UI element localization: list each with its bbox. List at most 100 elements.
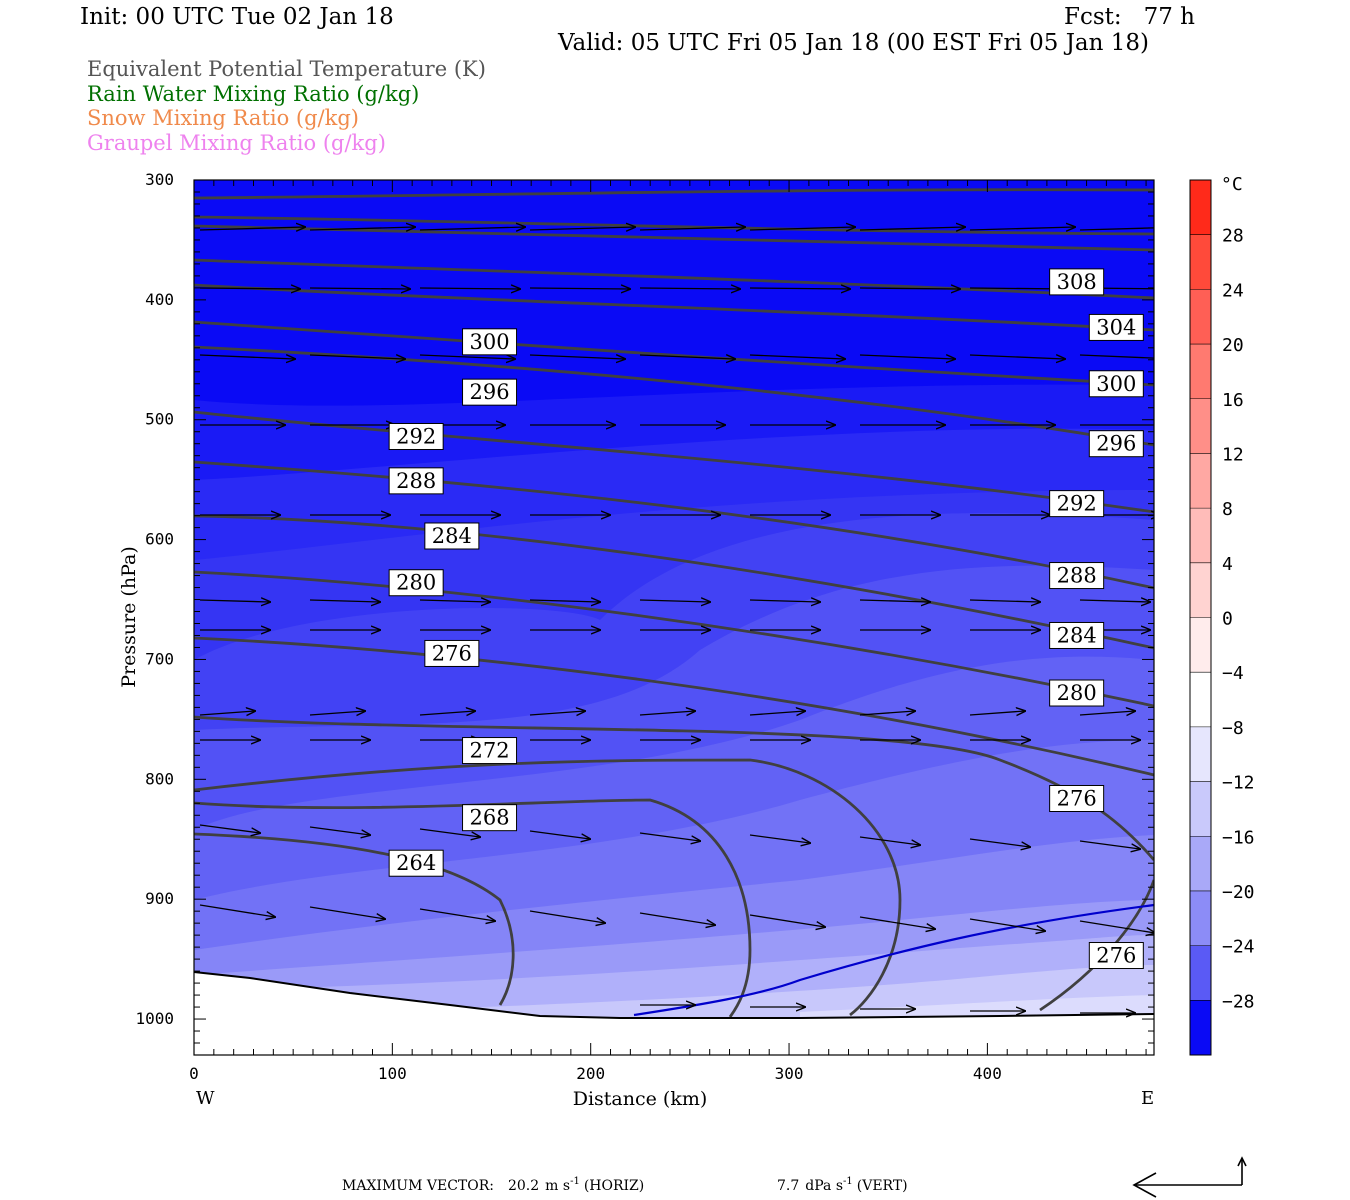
- svg-text:280: 280: [396, 571, 436, 595]
- wind-vector: [639, 288, 740, 289]
- wind-vector: [749, 227, 855, 230]
- svg-text:MAXIMUM VECTOR:20.2m s-1(HORIZ: MAXIMUM VECTOR: 20.2 m s-1 (HORIZ): [342, 1176, 644, 1194]
- wind-vector: [1079, 354, 1154, 359]
- contour-label-272: 272: [462, 737, 518, 765]
- colorbar-swatch: [1190, 234, 1211, 290]
- wind-vector: [199, 600, 270, 602]
- y-tick-label: 300: [145, 170, 174, 189]
- wind-vector: [529, 355, 625, 359]
- svg-text:276: 276: [1096, 944, 1136, 968]
- wind-vector: [749, 600, 820, 602]
- y-tick-label: 1000: [135, 1009, 174, 1028]
- wind-vector: [199, 711, 255, 715]
- colorbar-tick-label: 24: [1222, 280, 1244, 301]
- y-tick-label: 600: [145, 530, 174, 549]
- footer-vert-exp: -1: [843, 1176, 853, 1187]
- wind-vector: [749, 288, 850, 289]
- colorbar-tick-label: 0: [1222, 609, 1233, 630]
- wind-vector: [309, 600, 380, 602]
- colorbar-tick-label: −16: [1222, 827, 1255, 848]
- wind-vector: [529, 227, 635, 230]
- contour-label-288: 288: [388, 467, 444, 495]
- wind-vector: [749, 711, 805, 715]
- wind-vector: [969, 355, 1065, 359]
- wind-vector: [529, 711, 585, 715]
- y-tick-label: 400: [145, 290, 174, 309]
- svg-text:296: 296: [469, 380, 509, 404]
- tick-labels: 0 100 200 300 400 300 400 500 600 700 800 900 1000: [135, 170, 1001, 1083]
- init-time: Init: 00 UTC Tue 02 Jan 18: [80, 4, 394, 30]
- svg-text:264: 264: [396, 851, 436, 875]
- wind-vector: [639, 600, 710, 602]
- wind-vector: [639, 227, 745, 230]
- wind-vector: [419, 355, 515, 359]
- wind-vector: [1079, 920, 1154, 933]
- x-tick-label: 400: [973, 1064, 1002, 1083]
- wind-vector: [419, 908, 495, 921]
- colorbar-swatch: [1190, 672, 1211, 728]
- y-tick-label: 900: [145, 889, 174, 908]
- contour-label-300: 300: [1088, 370, 1144, 398]
- wind-vector: [1079, 227, 1154, 231]
- contour-label-276: 276: [424, 639, 480, 667]
- wind-vector: [969, 918, 1045, 931]
- wind-vector: [419, 828, 480, 837]
- wind-vector: [529, 910, 605, 923]
- colorbar-swatch: [1190, 617, 1211, 673]
- footer-horiz-exp: -1: [570, 1176, 580, 1187]
- wind-vector: [199, 227, 305, 230]
- footer-horiz-kind: (HORIZ): [584, 1178, 644, 1194]
- wind-vector: [199, 904, 275, 917]
- footer-horiz-value: 20.2: [508, 1178, 539, 1194]
- wind-vector: [1079, 600, 1150, 602]
- wind-vector: [199, 824, 260, 833]
- contour-label-296: 296: [462, 378, 518, 406]
- svg-text:292: 292: [396, 425, 436, 449]
- wind-vector: [309, 227, 415, 230]
- wind-vector: [419, 600, 490, 602]
- contour-label-268: 268: [462, 804, 518, 832]
- x-tick-label: 200: [576, 1064, 605, 1083]
- wind-vector: [419, 227, 525, 230]
- colorbar-swatch: [1190, 344, 1211, 400]
- svg-text:268: 268: [469, 806, 509, 830]
- east-label: E: [1141, 1088, 1154, 1109]
- svg-text:300: 300: [1096, 372, 1136, 396]
- colorbar-swatch: [1190, 508, 1211, 564]
- contour-labels: 308 304 300 300 296 296 292 292 288 288 284 284 280 2…: [388, 268, 1144, 970]
- wind-vector: [309, 288, 410, 289]
- y-tick-label: 500: [145, 410, 174, 429]
- wind-vectors: [199, 227, 1154, 1013]
- footer-horiz-units: m s: [545, 1178, 570, 1194]
- footer-vert-value: 7.7: [777, 1178, 799, 1194]
- wind-vector: [859, 227, 965, 230]
- legend-snow: Snow Mixing Ratio (g/kg): [87, 106, 359, 130]
- svg-text:304: 304: [1096, 315, 1136, 339]
- plot-frame: [193, 179, 1155, 1056]
- contour-label-276: 276: [1049, 784, 1105, 812]
- x-axis-label: Distance (km): [573, 1088, 708, 1110]
- footer-vert-units: dPa s: [805, 1178, 843, 1194]
- colorbar-tick-label: 12: [1222, 444, 1244, 465]
- wind-vector: [639, 355, 735, 359]
- colorbar-tick-label: 4: [1222, 554, 1233, 575]
- colorbar-tick-label: 8: [1222, 499, 1233, 520]
- contour-label-308: 308: [1049, 268, 1105, 296]
- terrain-line: [193, 971, 1155, 1019]
- x-tick-label: 0: [189, 1064, 199, 1083]
- colorbar-tick-label: −24: [1222, 937, 1255, 958]
- wind-vector: [309, 826, 370, 835]
- colorbar-tick-label: 20: [1222, 335, 1244, 356]
- reference-vector-icon: [1132, 1156, 1247, 1198]
- wind-vector: [859, 836, 920, 845]
- x-tick-label: 300: [775, 1064, 804, 1083]
- wind-vector: [309, 906, 385, 919]
- y-tick-label: 800: [145, 769, 174, 788]
- footer-vert-kind: (VERT): [857, 1178, 908, 1194]
- svg-text:284: 284: [432, 524, 472, 548]
- colorbar-tick-label: −28: [1222, 991, 1255, 1012]
- svg-text:288: 288: [396, 469, 436, 493]
- y-tick-label: 700: [145, 649, 174, 668]
- svg-text:272: 272: [469, 739, 509, 763]
